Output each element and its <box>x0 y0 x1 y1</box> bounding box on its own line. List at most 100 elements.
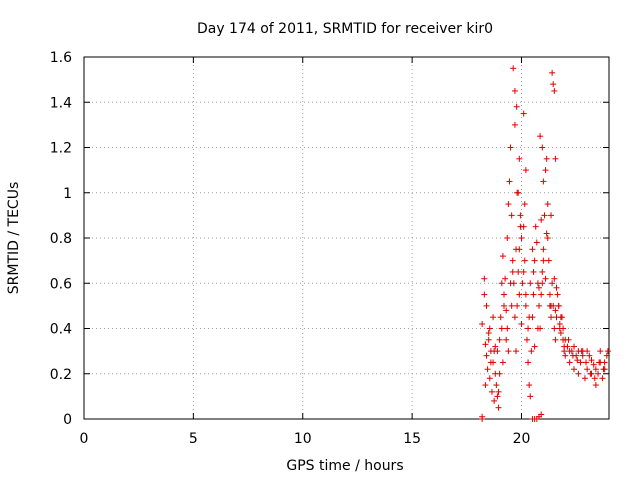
data-point <box>479 413 486 420</box>
data-point <box>523 336 530 343</box>
data-point <box>569 352 576 359</box>
data-point <box>600 366 607 373</box>
data-point <box>516 155 523 162</box>
data-point <box>482 341 489 348</box>
data-point <box>526 314 533 321</box>
data-point <box>509 268 516 275</box>
data-point <box>504 325 511 332</box>
data-point <box>603 352 610 359</box>
data-point <box>525 325 532 332</box>
data-point <box>506 178 513 185</box>
data-point <box>597 348 604 355</box>
data-point <box>588 357 595 364</box>
data-point <box>566 359 573 366</box>
data-point <box>485 330 492 337</box>
data-point <box>520 110 527 117</box>
data-point <box>496 336 503 343</box>
data-point <box>551 87 558 94</box>
data-point <box>514 302 521 309</box>
data-point <box>483 302 490 309</box>
data-point <box>554 291 561 298</box>
data-point <box>509 257 516 264</box>
y-tick-label: 1.2 <box>50 141 72 157</box>
data-point <box>515 268 522 275</box>
data-point <box>599 375 606 382</box>
data-point <box>529 246 536 253</box>
data-point <box>499 253 506 260</box>
data-point <box>552 155 559 162</box>
data-point <box>553 284 560 291</box>
data-point <box>548 314 555 321</box>
data-point <box>522 167 529 174</box>
y-axis-label: SRMTID / TECUs <box>6 182 22 295</box>
data-points <box>479 65 611 422</box>
data-point <box>548 212 555 219</box>
data-point <box>596 359 603 366</box>
data-point <box>525 359 532 366</box>
data-point <box>592 382 599 389</box>
data-point <box>575 370 582 377</box>
data-point <box>532 223 539 230</box>
y-tick-label: 1 <box>63 186 72 202</box>
data-point <box>545 257 552 264</box>
data-point <box>494 393 501 400</box>
data-point <box>591 375 598 382</box>
data-point <box>516 291 523 298</box>
data-point <box>544 235 551 241</box>
y-tick-label: 0.4 <box>50 322 72 338</box>
data-point <box>495 388 502 395</box>
data-point <box>540 257 547 264</box>
data-point <box>501 302 507 309</box>
data-point <box>528 348 535 355</box>
data-point <box>492 343 499 350</box>
data-point <box>519 280 526 287</box>
data-point <box>493 382 500 389</box>
data-point <box>536 302 542 309</box>
data-point <box>542 167 549 174</box>
y-tick-label: 0.6 <box>50 276 72 292</box>
x-tick-label: 20 <box>513 431 531 447</box>
data-point <box>577 359 584 366</box>
x-tick-label: 5 <box>189 431 198 447</box>
data-point <box>486 325 493 332</box>
data-point <box>521 257 528 264</box>
data-point <box>552 336 559 343</box>
data-point <box>511 314 518 321</box>
data-point <box>511 87 518 94</box>
data-point <box>527 280 534 287</box>
data-point <box>495 404 502 411</box>
data-point <box>533 239 540 246</box>
y-tick-label: 0.2 <box>50 367 72 383</box>
data-point <box>583 359 590 366</box>
data-point <box>557 314 564 321</box>
x-tick-label: 0 <box>80 431 89 447</box>
data-point <box>546 291 553 298</box>
data-point <box>565 336 572 343</box>
data-point <box>481 275 488 282</box>
data-point <box>503 336 510 343</box>
data-point <box>542 275 549 282</box>
data-point <box>538 411 545 418</box>
data-point <box>551 325 558 332</box>
data-point <box>539 144 546 151</box>
data-point <box>513 348 520 355</box>
data-point <box>517 223 524 230</box>
data-point <box>540 178 547 185</box>
data-point <box>544 201 551 208</box>
data-point <box>592 366 599 373</box>
data-point <box>520 268 527 275</box>
data-point <box>584 348 591 355</box>
data-point <box>481 291 488 298</box>
data-point <box>571 366 577 373</box>
data-point <box>571 343 577 350</box>
plot-frame <box>83 56 610 420</box>
data-point <box>491 397 498 404</box>
data-point <box>531 343 538 350</box>
data-point <box>505 348 512 355</box>
data-point <box>515 189 522 196</box>
x-axis-label: GPS time / hours <box>286 458 403 474</box>
y-tick-label: 1.4 <box>50 95 72 111</box>
data-point <box>549 280 556 287</box>
data-point <box>505 201 512 208</box>
data-point <box>530 268 537 275</box>
